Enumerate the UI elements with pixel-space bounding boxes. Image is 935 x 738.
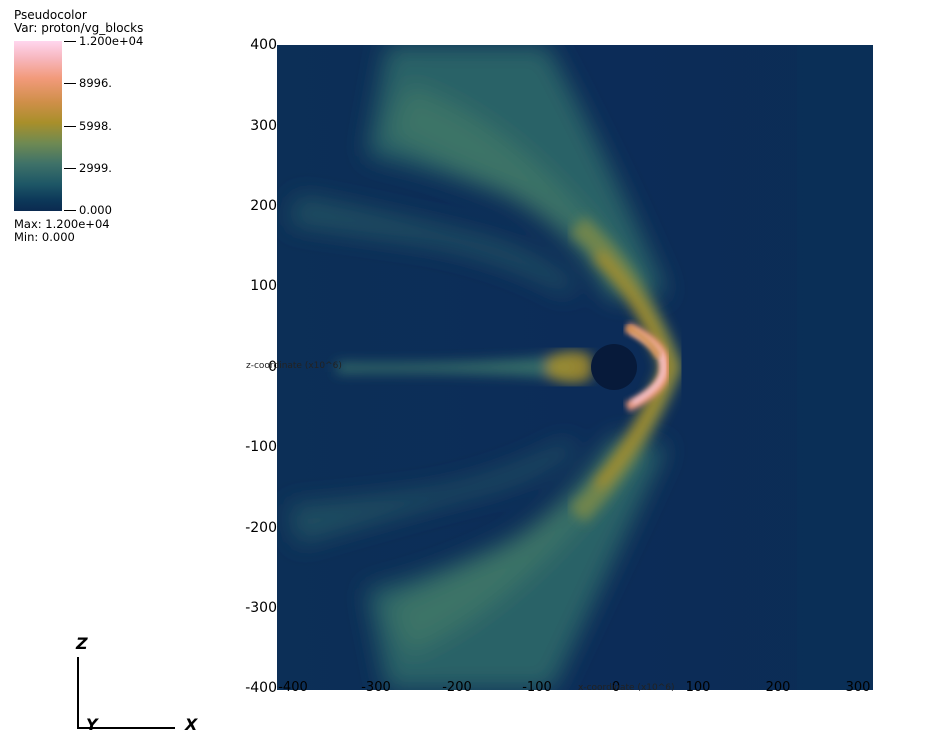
- colorbar-tick: [64, 210, 76, 211]
- triad-x-axis-line: [77, 727, 175, 729]
- colorbar-tick: [64, 41, 76, 42]
- colorbar-label-max: 1.200e+04: [79, 34, 144, 48]
- legend-max-value: Max: 1.200e+04: [14, 217, 110, 231]
- pseudocolor-plot[interactable]: [277, 45, 873, 690]
- x-axis-title: x-coordinate (x10^6): [578, 683, 675, 693]
- inner-crescent: [624, 322, 671, 412]
- legend-variable: Var: proton/vg_blocks: [14, 21, 144, 35]
- magnetotail: [337, 351, 592, 383]
- colorbar-label: 8996.: [79, 76, 112, 90]
- legend-min-value: Min: 0.000: [14, 230, 75, 244]
- y-tick-label: 100: [250, 278, 277, 294]
- y-tick-label: -300: [245, 600, 277, 616]
- legend-plot-type: Pseudocolor: [14, 8, 87, 22]
- colorbar-label-min: 0.000: [79, 203, 112, 217]
- y-tick-label: -400: [245, 680, 277, 696]
- colorbar-tick: [64, 126, 76, 127]
- triad-y-label: Y: [86, 715, 98, 734]
- x-tick-label: -400: [278, 680, 308, 695]
- colorbar-label: 2999.: [79, 161, 112, 175]
- x-tick-label: -100: [522, 680, 552, 695]
- planet-circle: [591, 344, 637, 390]
- x-tick-label: 0: [611, 680, 621, 695]
- x-tick-label: 300: [845, 680, 871, 695]
- colorbar-label: 5998.: [79, 119, 112, 133]
- y-tick-label: -200: [245, 520, 277, 536]
- y-tick-label: 200: [250, 198, 277, 214]
- x-tick-label: -300: [361, 680, 391, 695]
- y-tick-label: 0: [268, 359, 277, 375]
- y-axis-title: z-coordinate (x10^6): [246, 361, 342, 371]
- colorbar: [14, 41, 62, 211]
- y-tick-label: 300: [250, 118, 277, 134]
- heatmap-svg: [277, 45, 873, 690]
- y-tick-label: -100: [245, 439, 277, 455]
- heatmap-right-band: [797, 45, 873, 690]
- y-tick-label: 400: [250, 37, 277, 53]
- triad-x-label: X: [185, 715, 198, 734]
- colorbar-tick: [64, 83, 76, 84]
- x-tick-label: 100: [685, 680, 711, 695]
- triad-z-label: Z: [76, 634, 88, 653]
- x-tick-label: -200: [442, 680, 472, 695]
- x-tick-label: 200: [765, 680, 791, 695]
- triad-z-axis-line: [77, 657, 79, 728]
- colorbar-tick: [64, 168, 76, 169]
